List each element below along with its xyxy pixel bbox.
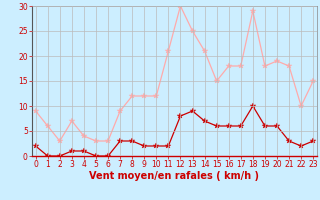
X-axis label: Vent moyen/en rafales ( km/h ): Vent moyen/en rafales ( km/h ) xyxy=(89,171,260,181)
